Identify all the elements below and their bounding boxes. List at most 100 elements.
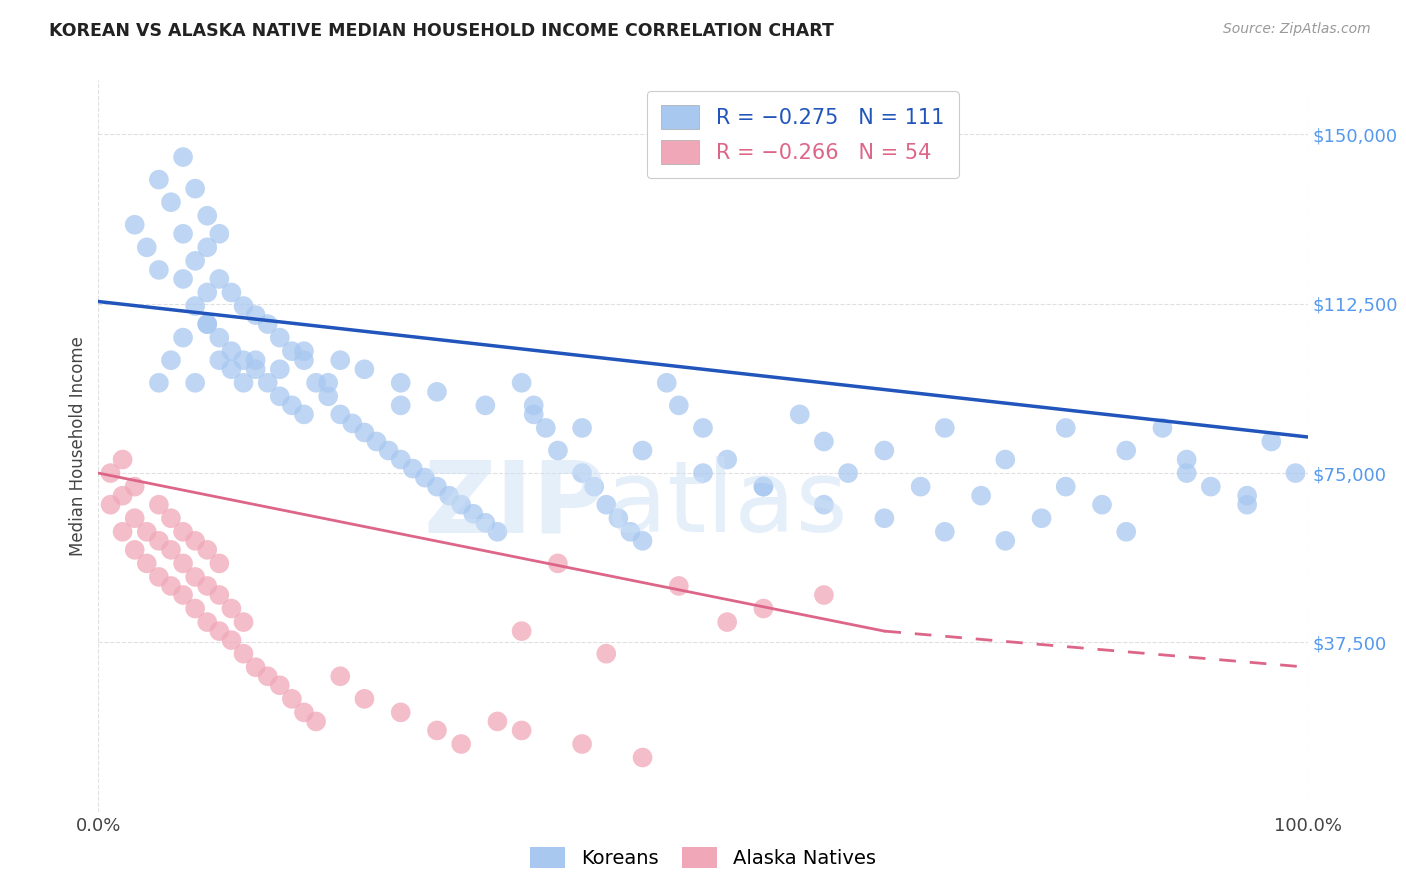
Point [377, 443, 399, 458]
Point [172, 331, 194, 345]
Point [100, 466, 122, 480]
Point [135, 524, 157, 539]
Point [813, 434, 835, 449]
Point [523, 398, 546, 412]
Point [1091, 498, 1114, 512]
Point [389, 706, 412, 720]
Point [172, 227, 194, 241]
Point [269, 389, 291, 403]
Point [195, 317, 218, 331]
Legend: Koreans, Alaska Natives: Koreans, Alaska Natives [520, 838, 886, 878]
Point [389, 452, 412, 467]
Point [100, 498, 122, 512]
Point [135, 240, 157, 254]
Point [124, 542, 146, 557]
Point [1175, 452, 1198, 467]
Point [873, 443, 896, 458]
Point [195, 285, 218, 300]
Point [1054, 480, 1077, 494]
Point [184, 181, 207, 195]
Point [221, 362, 243, 376]
Point [813, 498, 835, 512]
Point [523, 408, 546, 422]
Point [1054, 421, 1077, 435]
Point [655, 376, 678, 390]
Point [583, 480, 606, 494]
Point [450, 737, 472, 751]
Text: atlas: atlas [606, 456, 848, 553]
Point [245, 308, 267, 322]
Point [195, 317, 218, 331]
Point [571, 421, 593, 435]
Point [463, 507, 485, 521]
Point [184, 533, 207, 548]
Point [692, 466, 714, 480]
Point [486, 714, 509, 729]
Point [172, 557, 194, 571]
Point [281, 398, 304, 412]
Point [450, 498, 472, 512]
Point [195, 615, 218, 629]
Point [148, 533, 170, 548]
Point [292, 706, 315, 720]
Point [245, 660, 267, 674]
Point [135, 557, 157, 571]
Point [353, 691, 375, 706]
Point [329, 408, 352, 422]
Point [668, 398, 690, 412]
Point [184, 376, 207, 390]
Point [124, 480, 146, 494]
Point [245, 362, 267, 376]
Point [910, 480, 932, 494]
Point [1236, 489, 1258, 503]
Point [184, 299, 207, 313]
Point [184, 570, 207, 584]
Point [1236, 498, 1258, 512]
Point [692, 421, 714, 435]
Point [342, 417, 364, 431]
Point [124, 511, 146, 525]
Point [172, 272, 194, 286]
Point [292, 353, 315, 368]
Point [716, 452, 738, 467]
Point [437, 489, 460, 503]
Point [281, 691, 304, 706]
Point [389, 398, 412, 412]
Point [160, 353, 183, 368]
Point [1260, 434, 1282, 449]
Point [232, 299, 254, 313]
Point [221, 601, 243, 615]
Point [789, 408, 811, 422]
Point [221, 633, 243, 648]
Point [934, 421, 956, 435]
Point [208, 624, 231, 639]
Point [426, 480, 449, 494]
Point [631, 443, 654, 458]
Point [547, 443, 569, 458]
Point [148, 376, 170, 390]
Point [256, 317, 278, 331]
Point [208, 331, 231, 345]
Point [208, 557, 231, 571]
Point [184, 601, 207, 615]
Point [221, 344, 243, 359]
Point [305, 714, 328, 729]
Point [607, 511, 630, 525]
Point [474, 398, 496, 412]
Point [547, 557, 569, 571]
Legend: R = −0.275   N = 111, R = −0.266   N = 54: R = −0.275 N = 111, R = −0.266 N = 54 [647, 91, 959, 178]
Point [232, 615, 254, 629]
Point [172, 524, 194, 539]
Point [994, 533, 1017, 548]
Point [413, 470, 436, 484]
Point [934, 524, 956, 539]
Point [256, 376, 278, 390]
Text: KOREAN VS ALASKA NATIVE MEDIAN HOUSEHOLD INCOME CORRELATION CHART: KOREAN VS ALASKA NATIVE MEDIAN HOUSEHOLD… [49, 22, 834, 40]
Point [595, 498, 617, 512]
Point [1175, 466, 1198, 480]
Point [172, 150, 194, 164]
Point [474, 516, 496, 530]
Point [256, 669, 278, 683]
Point [160, 511, 183, 525]
Point [208, 272, 231, 286]
